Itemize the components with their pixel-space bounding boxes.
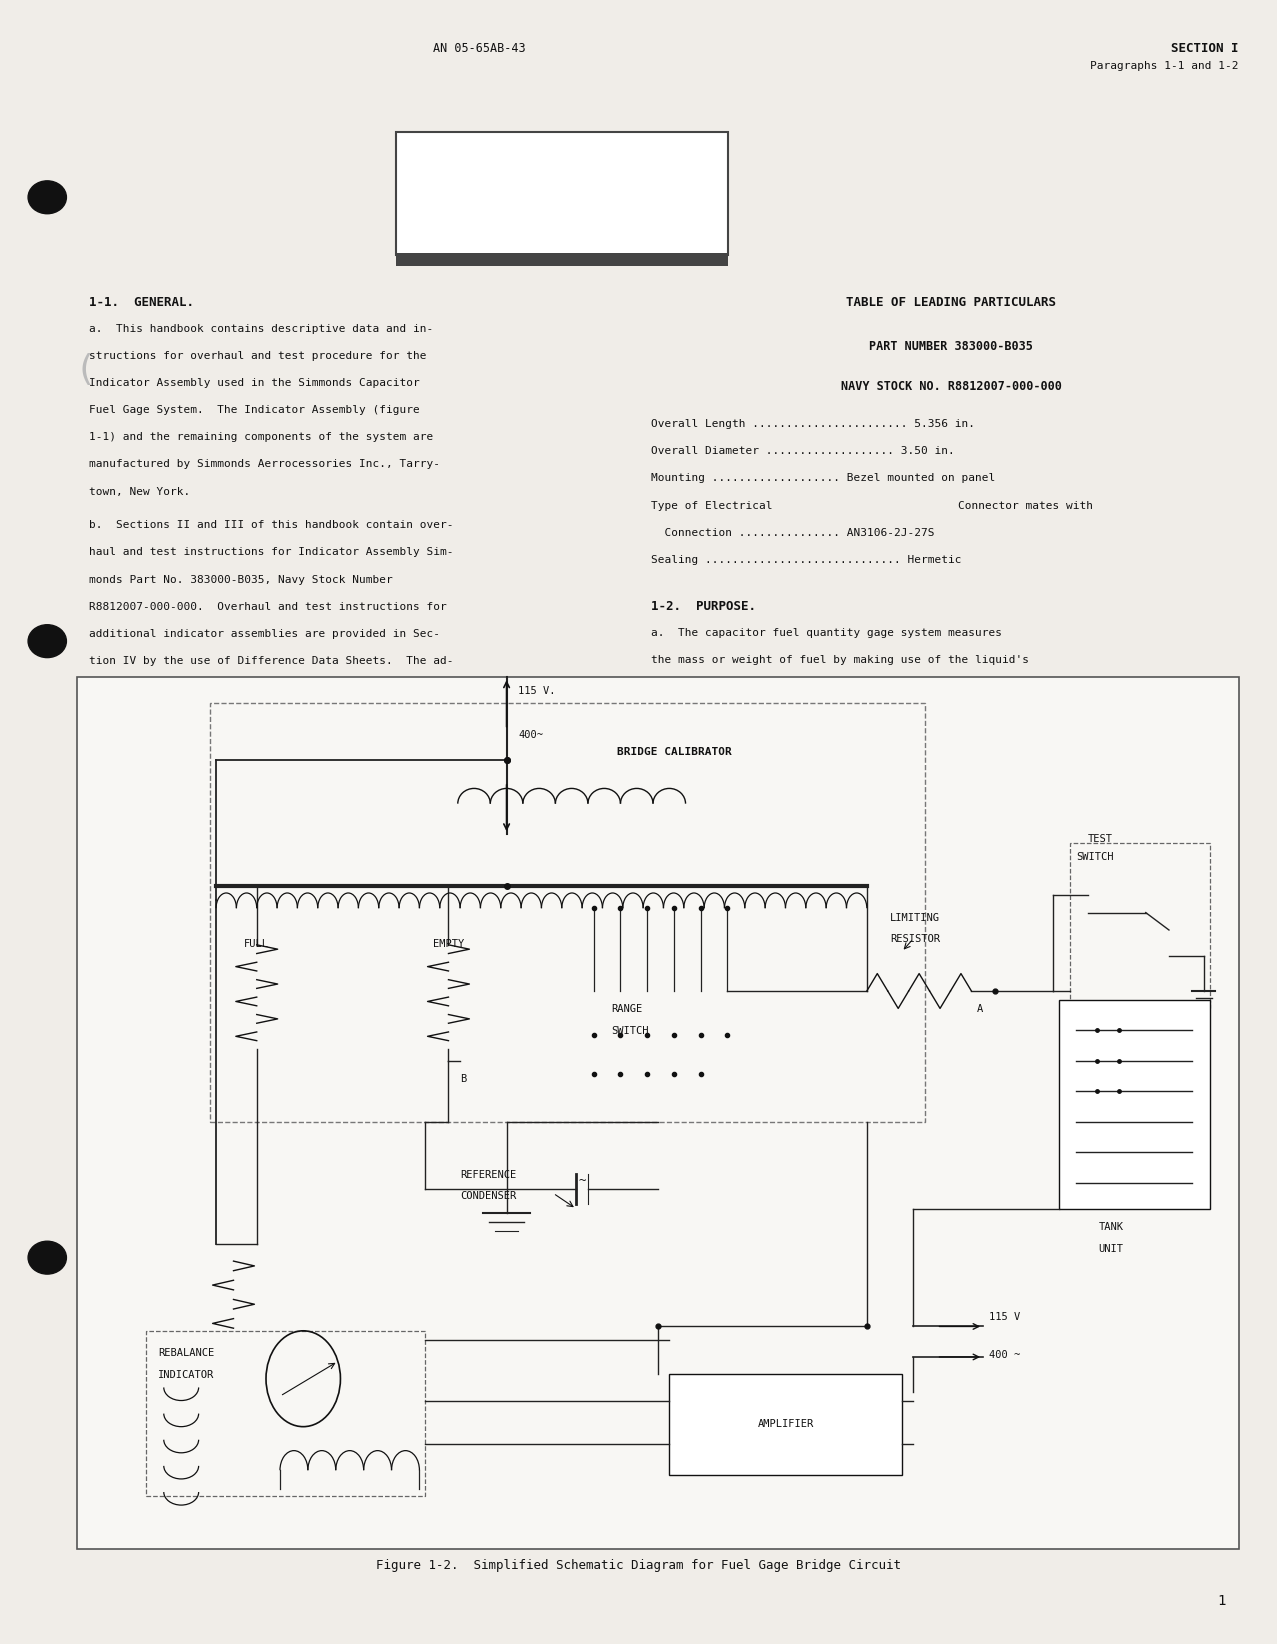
Bar <box>396 132 728 255</box>
Text: haul and test instructions for Indicator Assembly Sim-: haul and test instructions for Indicator… <box>89 547 453 557</box>
Text: SWITCH: SWITCH <box>1077 852 1114 861</box>
Text: A: A <box>977 1004 983 1014</box>
Bar <box>77 677 1239 1549</box>
Text: EMPTY: EMPTY <box>433 939 464 949</box>
Text: BRIDGE CALIBRATOR: BRIDGE CALIBRATOR <box>617 746 732 756</box>
Text: listed in Section IV.  Overhaul and test procedures for: listed in Section IV. Overhaul and test … <box>89 710 461 720</box>
Text: structions for overhaul and test procedure for the: structions for overhaul and test procedu… <box>89 350 427 362</box>
Text: 115 V.: 115 V. <box>518 686 555 695</box>
Text: Figure 1-2.  Simplified Schematic Diagram for Fuel Gage Bridge Circuit: Figure 1-2. Simplified Schematic Diagram… <box>375 1559 902 1572</box>
Text: the mass or weight of fuel by making use of the liquid's: the mass or weight of fuel by making use… <box>651 654 1029 666</box>
Text: electric constant will be proportional to the density.: electric constant will be proportional t… <box>651 737 1015 746</box>
Bar <box>396 253 728 266</box>
Bar <box>669 1374 902 1475</box>
Text: Overall Length ....................... 5.356 in.: Overall Length ....................... 5… <box>651 419 976 429</box>
Text: monds Part No. 383000-B035, Navy Stock Number: monds Part No. 383000-B035, Navy Stock N… <box>89 574 393 585</box>
Text: AN 05-65AB-43: AN 05-65AB-43 <box>433 43 525 54</box>
Text: SWITCH: SWITCH <box>612 1026 649 1036</box>
Text: ditional indicator models included in Section IV are: ditional indicator models included in Se… <box>89 682 441 694</box>
Text: INDICATOR: INDICATOR <box>158 1369 215 1379</box>
Bar <box>1070 843 1209 1008</box>
Text: FULL: FULL <box>244 939 269 949</box>
Text: electrical characteristics.  For a given liquid of de-: electrical characteristics. For a given … <box>651 682 1015 692</box>
Text: AMPLIFIER: AMPLIFIER <box>757 1419 813 1429</box>
Text: INTRODUCTION: INTRODUCTION <box>512 194 612 209</box>
Text: LIMITING: LIMITING <box>890 912 940 922</box>
Text: as the procedures given in Sections II and III,  except: as the procedures given in Sections II a… <box>89 764 461 774</box>
Text: Mounting ................... Bezel mounted on panel: Mounting ................... Bezel mount… <box>651 473 996 483</box>
Bar <box>1059 1000 1209 1208</box>
Text: fined chemical and physical characteristics, the di-: fined chemical and physical characterist… <box>651 709 1002 720</box>
Text: UNIT: UNIT <box>1098 1245 1124 1254</box>
Text: town, New York.: town, New York. <box>89 487 190 496</box>
Text: Indicator Assembly used in the Simmonds Capacitor: Indicator Assembly used in the Simmonds … <box>89 378 420 388</box>
Text: PART NUMBER 383000-B035: PART NUMBER 383000-B035 <box>870 340 1033 353</box>
Text: Type of Electrical: Type of Electrical <box>651 500 773 511</box>
Bar <box>147 1332 425 1496</box>
Text: TANK: TANK <box>1098 1221 1124 1231</box>
Text: for the specific differences noted by the applicable: for the specific differences noted by th… <box>89 791 441 802</box>
Text: Connection ............... AN3106-2J-27S: Connection ............... AN3106-2J-27S <box>651 528 935 538</box>
Text: ~: ~ <box>578 1174 586 1187</box>
Text: a.  The capacitor fuel quantity gage system measures: a. The capacitor fuel quantity gage syst… <box>651 628 1002 638</box>
Text: Sealing ............................. Hermetic: Sealing ............................. He… <box>651 554 962 566</box>
Text: RANGE: RANGE <box>612 1004 642 1014</box>
Text: B: B <box>460 1074 466 1083</box>
Text: tion IV by the use of Difference Data Sheets.  The ad-: tion IV by the use of Difference Data Sh… <box>89 656 453 666</box>
Text: 400~: 400~ <box>518 730 543 740</box>
Text: Overall Diameter ................... 3.50 in.: Overall Diameter ................... 3.5… <box>651 446 955 457</box>
Text: R8812007-000-000.  Overhaul and test instructions for: R8812007-000-000. Overhaul and test inst… <box>89 602 447 612</box>
Text: a.  This handbook contains descriptive data and in-: a. This handbook contains descriptive da… <box>89 324 434 334</box>
Bar <box>211 704 925 1121</box>
Text: 1: 1 <box>1217 1593 1226 1608</box>
Text: b.  Sections II and III of this handbook contain over-: b. Sections II and III of this handbook … <box>89 520 453 531</box>
Text: (: ( <box>74 353 96 386</box>
Text: assemblies that are listed in Section IV are the same: assemblies that are listed in Section IV… <box>89 737 447 748</box>
Text: Fuel Gage System.  The Indicator Assembly (figure: Fuel Gage System. The Indicator Assembly… <box>89 404 420 416</box>
Text: Difference Data Sheets.: Difference Data Sheets. <box>89 819 245 829</box>
Text: REBALANCE: REBALANCE <box>158 1348 215 1358</box>
Text: 400 ~: 400 ~ <box>988 1350 1020 1360</box>
Text: additional indicator assemblies are provided in Sec-: additional indicator assemblies are prov… <box>89 628 441 640</box>
Text: SECTION I: SECTION I <box>1171 43 1239 54</box>
Text: SECTION I: SECTION I <box>524 140 600 155</box>
Text: Paragraphs 1-1 and 1-2: Paragraphs 1-1 and 1-2 <box>1091 61 1239 71</box>
Ellipse shape <box>28 1241 66 1274</box>
Text: 115 V: 115 V <box>988 1312 1020 1322</box>
Text: REFERENCE: REFERENCE <box>460 1169 516 1180</box>
Text: Connector mates with: Connector mates with <box>958 500 1093 511</box>
Text: RESISTOR: RESISTOR <box>890 934 940 944</box>
Text: TEST: TEST <box>1088 834 1112 843</box>
Text: NAVY STOCK NO. R8812007-000-000: NAVY STOCK NO. R8812007-000-000 <box>842 380 1061 393</box>
Text: manufactured by Simmonds Aerrocessories Inc., Tarry-: manufactured by Simmonds Aerrocessories … <box>89 459 441 470</box>
Ellipse shape <box>28 625 66 658</box>
Text: TABLE OF LEADING PARTICULARS: TABLE OF LEADING PARTICULARS <box>847 296 1056 309</box>
Text: CONDENSER: CONDENSER <box>460 1192 516 1202</box>
Text: 1-1.  GENERAL.: 1-1. GENERAL. <box>89 296 194 309</box>
Text: A measuring device which makes use of this dielectric: A measuring device which makes use of th… <box>651 763 1009 774</box>
Ellipse shape <box>28 181 66 214</box>
Text: 1-2.  PURPOSE.: 1-2. PURPOSE. <box>651 600 756 613</box>
Text: 1-1) and the remaining components of the system are: 1-1) and the remaining components of the… <box>89 432 434 442</box>
